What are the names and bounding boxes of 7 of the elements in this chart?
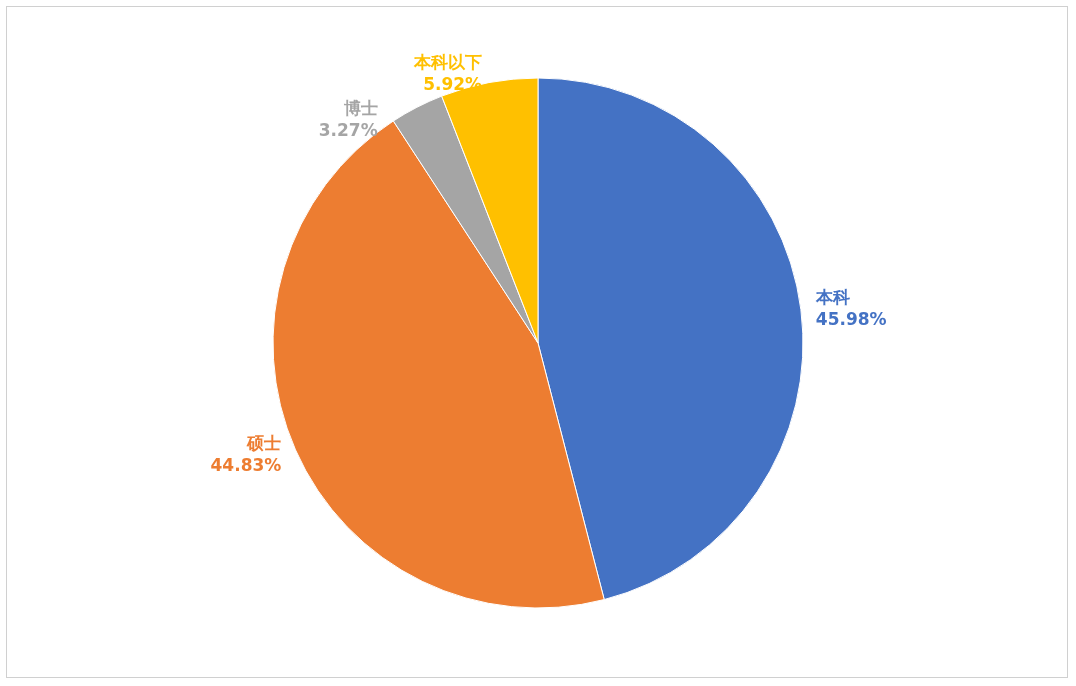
data-label: 44.83%	[210, 454, 282, 475]
data-label: 3.27%	[318, 119, 378, 140]
slice-label: 硕士	[246, 432, 282, 453]
data-label: 45.98%	[815, 309, 887, 330]
slice-label: 本科以下	[413, 51, 483, 72]
slice-label: 本科	[814, 287, 850, 308]
slice-label: 博士	[342, 97, 378, 118]
